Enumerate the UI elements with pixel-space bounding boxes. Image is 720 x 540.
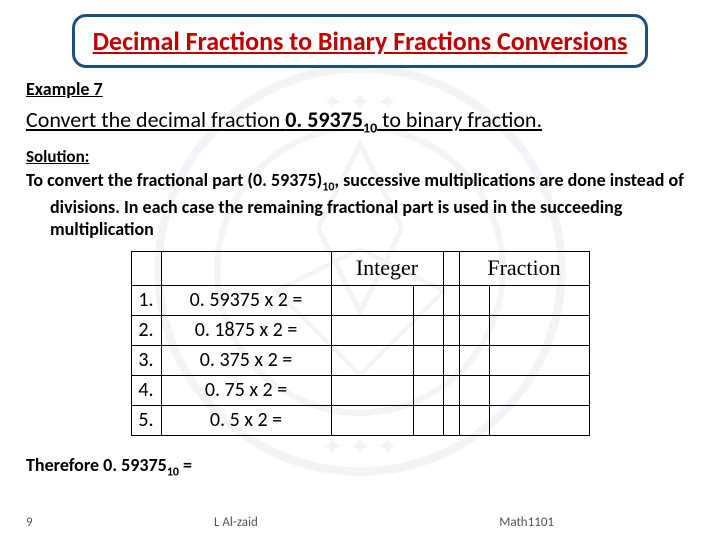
prompt-prefix: Convert the decimal fraction [26,106,285,133]
step-expr: 0. 1875 x 2 = [161,315,331,345]
solution-heading: Solution: [26,146,694,167]
step-expr: 0. 5 x 2 = [161,405,331,435]
therefore-b: = [179,454,192,476]
solution-subscript: 10 [322,181,334,195]
step-num: 1. [131,285,161,315]
solution-text-a: To convert the fractional part (0. 59375… [26,169,322,191]
cell-sep [443,345,459,375]
cell-frac-r [489,315,589,345]
slide-footer: 9 L Al-zaid Math1101 [0,515,720,530]
header-integer: Integer [331,251,443,285]
prompt-suffix: to binary fraction. [377,106,542,133]
cell-int-r [413,405,443,435]
title-box: Decimal Fractions to Binary Fractions Co… [72,14,649,68]
cell-sep [443,375,459,405]
cell-int-r [413,315,443,345]
table-row: 2. 0. 1875 x 2 = [131,315,589,345]
cell-int-r [413,375,443,405]
prompt-subscript: 10 [363,119,377,136]
cell-sep [443,315,459,345]
cell-int-r [413,345,443,375]
therefore-sub: 10 [167,466,179,480]
problem-statement: Convert the decimal fraction 0. 5937510 … [26,106,694,136]
step-num: 4. [131,375,161,405]
header-step [131,251,161,285]
cell-frac-l [459,315,489,345]
header-expr [161,251,331,285]
footer-course: Math1101 [499,515,554,530]
table-header-row: Integer Fraction [131,251,589,285]
table-row: 1. 0. 59375 x 2 = [131,285,589,315]
therefore-line: Therefore 0. 5937510 = [26,454,694,480]
step-expr: 0. 59375 x 2 = [161,285,331,315]
cell-sep [443,405,459,435]
header-fraction: Fraction [459,251,589,285]
cell-frac-r [489,345,589,375]
footer-author: L Al-zaid [0,515,499,530]
solution-body: To convert the fractional part (0. 59375… [26,169,694,241]
cell-int-r [413,285,443,315]
prompt-value: 0. 59375 [285,106,363,133]
table-row: 3. 0. 375 x 2 = [131,345,589,375]
conversion-table: Integer Fraction 1. 0. 59375 x 2 = 2. 0.… [26,251,694,436]
cell-frac-l [459,345,489,375]
cell-sep [443,285,459,315]
cell-int-l [331,375,413,405]
step-expr: 0. 375 x 2 = [161,345,331,375]
step-expr: 0. 75 x 2 = [161,375,331,405]
cell-int-l [331,405,413,435]
header-sep [443,251,459,285]
cell-int-l [331,345,413,375]
cell-frac-l [459,375,489,405]
cell-frac-l [459,405,489,435]
cell-int-l [331,285,413,315]
table-row: 4. 0. 75 x 2 = [131,375,589,405]
cell-frac-l [459,285,489,315]
slide-title: Decimal Fractions to Binary Fractions Co… [93,25,628,57]
example-label: Example 7 [26,78,694,100]
cell-frac-r [489,375,589,405]
step-num: 2. [131,315,161,345]
cell-frac-r [489,285,589,315]
step-num: 3. [131,345,161,375]
step-num: 5. [131,405,161,435]
therefore-a: Therefore 0. 59375 [26,454,167,476]
cell-frac-r [489,405,589,435]
cell-int-l [331,315,413,345]
table-row: 5. 0. 5 x 2 = [131,405,589,435]
